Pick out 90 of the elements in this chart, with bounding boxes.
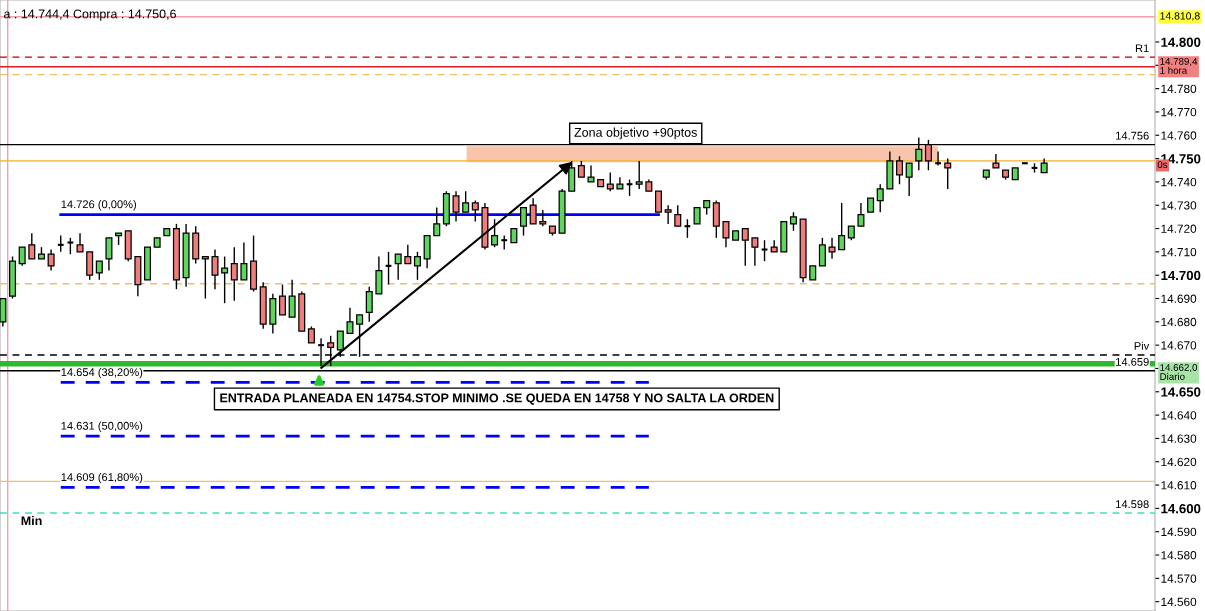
candlestick: [47, 248, 55, 272]
candlestick: [818, 237, 826, 267]
y-tick-label: 14.690: [1161, 294, 1197, 303]
y-tick-label: 14.720: [1161, 224, 1197, 233]
candlestick: [76, 232, 84, 253]
candlestick: [722, 220, 730, 248]
candlestick: [95, 260, 103, 281]
candlestick: [760, 239, 769, 262]
y-tick-label: 14.640: [1161, 411, 1197, 420]
candlestick: [674, 204, 682, 227]
candlestick: [404, 244, 412, 265]
candlestick: [278, 283, 287, 316]
candlestick: [0, 297, 7, 328]
series-label: 14.726 (0,00%): [61, 200, 137, 211]
candlestick: [413, 251, 421, 281]
series-label: 14.609 (61,80%): [61, 472, 143, 484]
y-tick-label: 14.630: [1161, 434, 1197, 443]
candlestick: [895, 155, 904, 185]
candlestick: [751, 237, 759, 267]
ref-line-label: 14.659: [1116, 357, 1149, 366]
y-tick-label: 14.780: [1161, 84, 1197, 94]
y-tick-label: 14.740: [1161, 177, 1197, 187]
text: 14.662,0 Diario: [1160, 364, 1198, 381]
candlestick: [18, 246, 26, 267]
ref-line-label: 14.756: [1116, 131, 1149, 140]
candlestick: [712, 199, 720, 239]
candlestick: [905, 162, 913, 197]
y-tick-label: 14.620: [1161, 457, 1197, 467]
candlestick: [211, 248, 219, 290]
y-tick-label: 14.650: [1161, 387, 1201, 397]
candlestick: [654, 190, 663, 213]
band-label: Zona objetivo +90ptos: [574, 127, 697, 140]
ref-line-label: Piv: [1134, 341, 1150, 350]
candlestick: [452, 190, 460, 223]
y-tick-label: 14.590: [1161, 527, 1197, 537]
candlestick: [28, 232, 36, 260]
annotation: Min: [21, 515, 42, 526]
candlestick: [876, 183, 884, 213]
text: 14.789,4 1 hora: [1160, 57, 1198, 74]
candlestick: [86, 251, 94, 281]
candlestick: [471, 199, 479, 223]
candlestick: [240, 241, 248, 281]
candlestick: [423, 234, 431, 269]
y-tick-label: 14.610: [1161, 481, 1197, 490]
annotation: a : 14.744,4 Compra : 14.750,6: [4, 9, 176, 21]
candlestick: [944, 157, 952, 190]
y-tick-label: 14.670: [1161, 341, 1197, 350]
y-tick-label: 14.760: [1161, 131, 1197, 140]
y-tick-label: 14.560: [1161, 597, 1197, 607]
candlestick: [221, 255, 229, 304]
ref-line-label: R1: [1135, 44, 1149, 53]
ref-line-label: 14.598: [1116, 500, 1149, 509]
candlestick: [462, 190, 470, 213]
candlestick: [230, 246, 238, 302]
candlestick: [356, 314, 364, 358]
candlestick: [587, 164, 595, 183]
annotation: ENTRADA PLANEADA EN 14754.STOP MINIMO .SE QUEDA EN 14758 Y NO SALTA LA ORDEN: [220, 393, 774, 405]
candlestick: [838, 202, 846, 251]
y-tick-label: 14.800: [1161, 37, 1201, 47]
candlestick: [394, 253, 402, 281]
candlestick: [375, 255, 383, 295]
y-tick-label: 14.770: [1161, 107, 1197, 117]
candlestick: [519, 206, 528, 237]
candlestick: [288, 279, 296, 318]
y-tick-label: 14.710: [1161, 247, 1197, 257]
series-label: 14.654 (38,20%): [61, 367, 143, 379]
candlestick: [491, 218, 499, 248]
candlestick: [105, 237, 113, 272]
candlestick: [828, 237, 836, 260]
candlestick: [992, 153, 1000, 169]
series-label: 14.631 (50,00%): [61, 421, 143, 432]
candlestick: [635, 160, 643, 190]
candlestick: [857, 202, 865, 227]
candlestick: [934, 150, 943, 167]
candlestick: [741, 227, 749, 267]
candlestick: [201, 255, 209, 300]
y-tick-label: 14.730: [1161, 201, 1197, 210]
y-tick-label: 14.700: [1161, 270, 1201, 281]
candlestick: [664, 204, 672, 225]
y-tick-label: 14.600: [1161, 503, 1201, 514]
candlestick: [529, 197, 537, 225]
candlestick: [606, 171, 614, 192]
candlestick: [346, 307, 354, 335]
candlestick: [789, 211, 797, 232]
y-tick-label: 14.570: [1161, 574, 1197, 583]
candlestick: [433, 206, 441, 237]
y-tick-label: 14.580: [1161, 551, 1197, 560]
y-tick-label: 14.680: [1161, 317, 1197, 327]
text: 14.810,8: [1160, 12, 1200, 21]
candlestick: [365, 286, 373, 323]
